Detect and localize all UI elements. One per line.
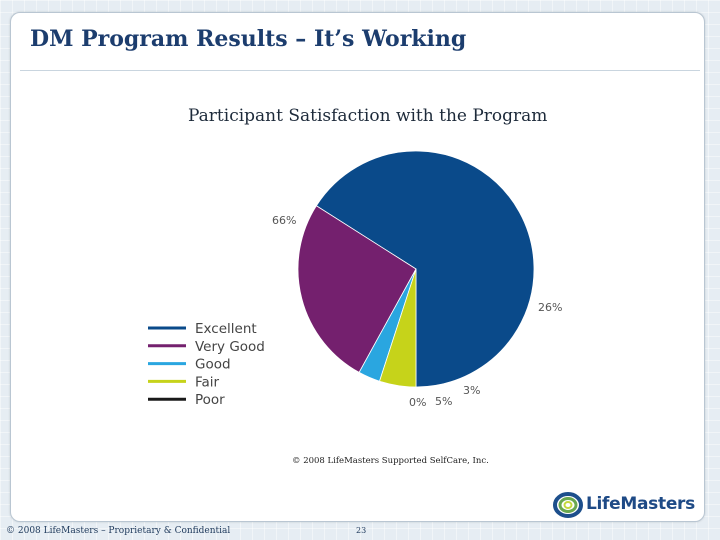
pie-slice-fair bbox=[379, 268, 417, 388]
data-label-poor: 0% bbox=[409, 396, 426, 409]
data-label-fair: 5% bbox=[435, 395, 452, 408]
pie-slice-very-good bbox=[297, 205, 417, 373]
title-divider bbox=[20, 70, 700, 71]
data-label-excellent: 66% bbox=[272, 214, 296, 227]
data-label-very-good: 26% bbox=[538, 301, 562, 314]
data-label-good: 3% bbox=[463, 384, 480, 397]
legend-label-fair: Fair bbox=[195, 374, 220, 390]
footer-confidential: © 2008 LifeMasters – Proprietary & Confi… bbox=[6, 526, 231, 536]
chart-copyright-note: © 2008 LifeMasters Supported SelfCare, I… bbox=[292, 456, 489, 466]
legend-label-very-good: Very Good bbox=[195, 339, 265, 355]
lifemasters-logo: LifeMasters bbox=[552, 490, 702, 520]
pie-slice-excellent bbox=[315, 150, 535, 388]
page-number: 23 bbox=[356, 526, 367, 535]
legend-label-excellent: Excellent bbox=[195, 321, 257, 337]
logo-wordmark: LifeMasters bbox=[586, 494, 695, 514]
slide-title: DM Program Results – It’s Working bbox=[30, 26, 467, 52]
legend-label-good: Good bbox=[195, 357, 231, 373]
chart-title: Participant Satisfaction with the Progra… bbox=[188, 106, 548, 126]
legend-label-poor: Poor bbox=[195, 392, 225, 408]
lifemasters-swirl-icon bbox=[553, 492, 583, 518]
